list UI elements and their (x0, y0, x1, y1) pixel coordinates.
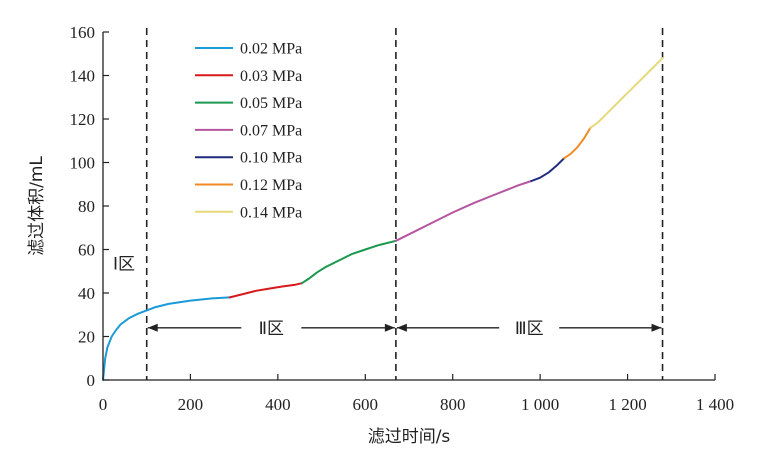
region-labels: Ⅰ区 Ⅱ区 Ⅲ区 (113, 254, 544, 339)
series-line (102, 296, 231, 381)
legend-label: 0.10 MPa (240, 150, 302, 167)
y-tick-label: 20 (78, 328, 95, 347)
region-label: Ⅰ区 (113, 254, 135, 274)
series-line (228, 282, 303, 299)
region-arrowhead-right (651, 323, 662, 332)
x-tick-label: 600 (353, 395, 379, 414)
legend-label: 0.07 MPa (240, 122, 302, 139)
y-tick-label: 0 (87, 371, 96, 390)
legend-label: 0.14 MPa (240, 204, 302, 221)
y-tick-label: 160 (70, 23, 96, 42)
y-tick-label: 60 (78, 241, 95, 260)
x-tick-label: 1 400 (696, 395, 734, 414)
region-arrowhead-right (384, 323, 395, 332)
series-line (589, 57, 664, 129)
x-tick-label: 200 (178, 395, 204, 414)
region-arrowhead-left (147, 323, 158, 332)
y-tick-label: 120 (70, 110, 96, 129)
y-tick-label: 140 (70, 67, 96, 86)
axis-ticks: 0 200 400 600 800 1 000 1 200 1 400 0 20 40 60 80 100… (70, 23, 735, 414)
y-axis-title: 滤过体积/mL (27, 156, 47, 256)
region-arrows (147, 323, 662, 332)
x-tick-label: 400 (265, 395, 291, 414)
region-boundaries (145, 28, 664, 380)
y-tick-label: 40 (78, 284, 95, 303)
legend-label: 0.02 MPa (240, 41, 302, 58)
legend-label: 0.05 MPa (240, 95, 302, 112)
region-arrowhead-left (396, 323, 407, 332)
region-label: Ⅱ区 (259, 319, 284, 339)
y-tick-label: 100 (70, 154, 96, 173)
x-tick-label: 1 000 (521, 395, 559, 414)
series-line (300, 239, 397, 285)
x-tick-label: 1 200 (608, 395, 646, 414)
series-line (394, 180, 533, 242)
x-tick-label: 800 (440, 395, 466, 414)
region-label: Ⅲ区 (515, 319, 544, 339)
legend: 0.02 MPa 0.03 MPa 0.05 MPa 0.07 MPa 0.10 MPa… (195, 41, 302, 221)
x-tick-label: 0 (99, 395, 108, 414)
series-line (563, 126, 592, 160)
legend-label: 0.12 MPa (240, 177, 302, 194)
series-lines (102, 57, 664, 381)
y-tick-label: 80 (78, 197, 95, 216)
series-line (530, 157, 566, 182)
legend-label: 0.03 MPa (240, 68, 302, 85)
x-axis-title: 滤过时间/s (368, 427, 451, 447)
